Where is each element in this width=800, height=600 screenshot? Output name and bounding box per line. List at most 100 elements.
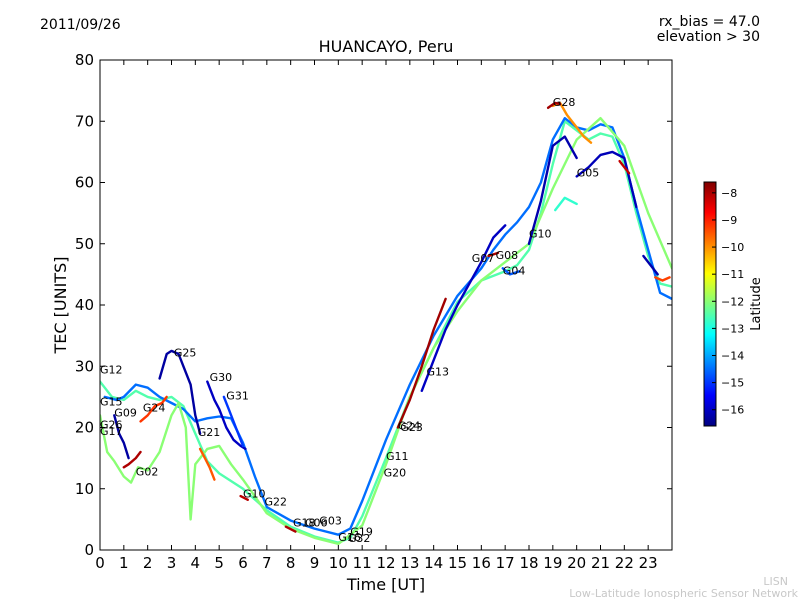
series-g08-red bbox=[487, 251, 500, 258]
x-tick-label: 15 bbox=[448, 554, 467, 572]
satellite-label: G08 bbox=[496, 249, 519, 262]
colorbar-tick-label: −9 bbox=[721, 214, 737, 227]
colorbar-label: Latitude bbox=[749, 277, 764, 331]
elevation-label: elevation > 30 bbox=[656, 29, 760, 45]
series-g10-red bbox=[239, 494, 249, 501]
satellite-label: G31 bbox=[226, 389, 249, 402]
series-g13-blue bbox=[420, 224, 507, 392]
series-g18-red bbox=[284, 525, 297, 533]
satellite-label: G21 bbox=[198, 426, 221, 439]
y-tick-label: 80 bbox=[75, 51, 94, 69]
x-tick-label: 13 bbox=[400, 554, 419, 572]
y-tick-label: 50 bbox=[75, 235, 94, 253]
colorbar-tick-label: −12 bbox=[721, 295, 744, 308]
series-g05-blue bbox=[575, 150, 638, 209]
series-g25-dark bbox=[158, 349, 202, 435]
x-tick-label: 6 bbox=[238, 554, 248, 572]
x-axis-label: Time [UT] bbox=[346, 575, 425, 594]
x-tick-label: 3 bbox=[167, 554, 177, 572]
x-tick-label: 9 bbox=[310, 554, 320, 572]
colorbar-tick-label: −14 bbox=[721, 350, 744, 363]
satellite-label: G05 bbox=[577, 166, 600, 179]
satellite-label: G22 bbox=[265, 495, 288, 508]
x-tick-label: 21 bbox=[591, 554, 610, 572]
series-g30-dark bbox=[206, 380, 247, 451]
satellite-label: G20 bbox=[384, 467, 407, 480]
series-g10-blue bbox=[527, 135, 578, 245]
x-tick-label: 11 bbox=[353, 554, 372, 572]
x-tick-label: 1 bbox=[119, 554, 129, 572]
satellite-label: G24 bbox=[143, 402, 166, 415]
rx-bias-label: rx_bias = 47.0 bbox=[658, 14, 760, 30]
satellite-label: G28 bbox=[553, 96, 576, 109]
series-lower-green bbox=[100, 117, 672, 546]
satellite-label: G06 bbox=[305, 517, 328, 530]
series-pair-green bbox=[554, 196, 578, 212]
satellite-label: G12 bbox=[100, 364, 123, 377]
satellite-label: G18 bbox=[293, 517, 316, 530]
x-tick-label: 20 bbox=[567, 554, 586, 572]
satellite-label: G16 bbox=[338, 531, 361, 544]
satellite-label: G19 bbox=[350, 525, 373, 538]
series-g09-blue bbox=[113, 414, 130, 460]
satellite-label: G17 bbox=[100, 425, 123, 438]
y-tick-label: 0 bbox=[84, 541, 94, 559]
x-tick-label: 16 bbox=[472, 554, 491, 572]
satellite-label: G25 bbox=[174, 346, 197, 359]
colorbar-tick-label: −10 bbox=[721, 241, 744, 254]
series-g21-orange bbox=[198, 447, 216, 481]
series-late-orange bbox=[654, 276, 671, 282]
satellite-label: G13 bbox=[427, 365, 450, 378]
series-g28-red bbox=[546, 101, 562, 109]
satellite-label: G26 bbox=[100, 419, 123, 432]
y-tick-label: 60 bbox=[75, 174, 94, 192]
footer-org-full: Low-Latitude Ionospheric Sensor Network bbox=[569, 587, 798, 600]
satellite-label: G23 bbox=[400, 421, 423, 434]
x-tick-label: 18 bbox=[519, 554, 538, 572]
y-tick-label: 40 bbox=[75, 296, 94, 314]
series-g04-teal bbox=[501, 267, 521, 276]
satellite-label: G10 bbox=[529, 228, 552, 241]
x-tick-label: 7 bbox=[262, 554, 272, 572]
x-tick-label: 2 bbox=[143, 554, 153, 572]
x-tick-label: 12 bbox=[376, 554, 395, 572]
colorbar-tick-label: −13 bbox=[721, 322, 744, 335]
x-tick-label: 5 bbox=[214, 554, 224, 572]
series-g31-cyan bbox=[222, 395, 245, 448]
colorbar-tick-label: −15 bbox=[721, 377, 744, 390]
colorbar bbox=[703, 181, 717, 427]
satellite-label: G32 bbox=[348, 532, 371, 545]
x-tick-label: 4 bbox=[191, 554, 201, 572]
y-tick-label: 70 bbox=[75, 112, 94, 130]
x-tick-label: 23 bbox=[639, 554, 658, 572]
x-tick-label: 19 bbox=[543, 554, 562, 572]
y-tick-label: 30 bbox=[75, 357, 94, 375]
satellite-label: G24 bbox=[398, 419, 421, 432]
satellite-label: G03 bbox=[319, 514, 342, 527]
series-g02-red bbox=[122, 450, 142, 469]
satellite-label: G02 bbox=[136, 465, 159, 478]
colorbar-tick-label: −16 bbox=[721, 404, 744, 417]
x-tick-label: 14 bbox=[424, 554, 443, 572]
series-g13-red bbox=[396, 297, 447, 429]
satellite-label: G04 bbox=[503, 264, 526, 277]
chart-title: HUANCAYO, Peru bbox=[318, 37, 454, 56]
series-late-blue bbox=[642, 254, 659, 276]
satellite-label: G15 bbox=[100, 395, 123, 408]
y-axis-label: TEC [UNITS] bbox=[51, 257, 70, 355]
satellite-label: G11 bbox=[386, 450, 409, 463]
satellite-label: G07 bbox=[472, 252, 495, 265]
series-g24-early-orange bbox=[139, 395, 168, 423]
y-tick-label: 20 bbox=[75, 419, 94, 437]
date-label: 2011/09/26 bbox=[40, 17, 121, 33]
x-tick-label: 10 bbox=[329, 554, 348, 572]
series-late-red bbox=[618, 159, 631, 175]
satellite-label: G09 bbox=[114, 407, 137, 420]
y-tick-label: 10 bbox=[75, 480, 94, 498]
x-tick-label: 8 bbox=[286, 554, 296, 572]
x-tick-label: 0 bbox=[95, 554, 105, 572]
x-tick-label: 17 bbox=[496, 554, 515, 572]
x-tick-label: 22 bbox=[615, 554, 634, 572]
